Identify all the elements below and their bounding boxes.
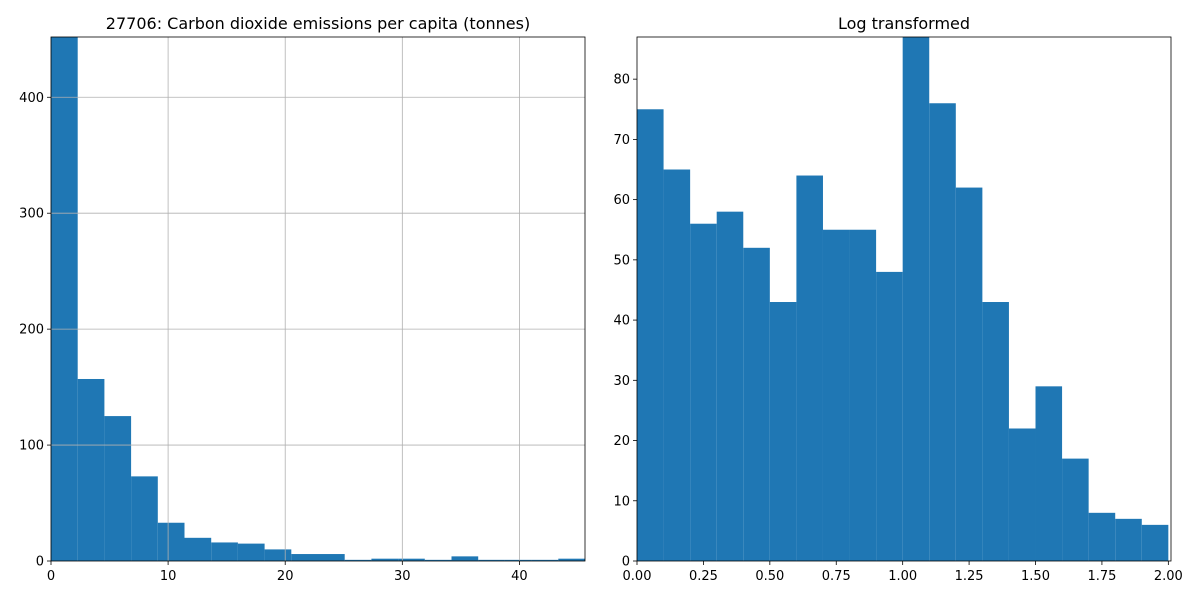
histogram-bar xyxy=(504,559,532,561)
histogram-bar xyxy=(211,542,238,561)
histogram-bar xyxy=(1062,458,1089,561)
x-tick-label: 0 xyxy=(47,569,55,584)
histogram-bar xyxy=(344,559,372,561)
histogram-bar xyxy=(451,556,479,561)
histogram-bar xyxy=(743,247,770,561)
histogram-bar xyxy=(77,378,105,561)
x-tick-label: 0.75 xyxy=(822,569,851,584)
histogram-bar xyxy=(398,558,425,561)
x-tick-label: 1.50 xyxy=(1021,569,1050,584)
histogram-bar xyxy=(264,549,292,561)
histogram-log-transformed: Log transformed 0.00 0.25 0.50 0.75 1.00 1.25… xyxy=(613,14,1182,584)
y-tick-label: 80 xyxy=(613,73,630,88)
y-tick-label: 60 xyxy=(613,193,630,208)
histogram-bar xyxy=(663,169,691,561)
x-tick-label: 0.00 xyxy=(623,569,652,584)
histogram-bar xyxy=(902,37,930,561)
histogram-bar xyxy=(1008,428,1036,561)
chart-title: Log transformed xyxy=(838,14,970,33)
y-tick-label: 30 xyxy=(613,374,630,389)
histogram-bar xyxy=(769,302,797,561)
x-tick-label: 1.25 xyxy=(955,569,984,584)
x-tick-label: 30 xyxy=(394,569,411,584)
histogram-bar xyxy=(291,554,318,561)
histogram-bar xyxy=(849,229,877,561)
histogram-bar xyxy=(982,302,1009,561)
x-tick-label: 20 xyxy=(277,569,294,584)
histogram-bar xyxy=(51,37,78,561)
chart-title: 27706: Carbon dioxide emissions per capi… xyxy=(106,14,530,33)
bars xyxy=(637,37,1169,561)
histogram-bar xyxy=(955,187,983,561)
y-tick-label: 70 xyxy=(613,133,630,148)
y-tick-label: 100 xyxy=(19,439,44,454)
histogram-bar xyxy=(1035,386,1063,561)
y-tick-label: 50 xyxy=(613,253,630,268)
histogram-bar xyxy=(157,522,185,561)
histogram-bar xyxy=(796,175,823,561)
y-tick-label: 40 xyxy=(613,314,630,329)
bars xyxy=(51,37,585,561)
x-tick-label: 0.50 xyxy=(755,569,784,584)
histogram-bar xyxy=(1141,524,1169,561)
histogram-bar xyxy=(637,109,664,561)
y-tick-label: 400 xyxy=(19,91,44,106)
y-tick-label: 10 xyxy=(613,494,630,509)
histogram-bar xyxy=(690,223,717,561)
y-tick-label: 0 xyxy=(622,555,630,570)
histogram-bar xyxy=(104,416,132,561)
histogram-bar xyxy=(318,554,345,561)
histogram-bar xyxy=(876,271,903,561)
histogram-bar xyxy=(184,537,212,561)
plot-frame xyxy=(636,36,1172,562)
y-tick-label: 0 xyxy=(36,555,44,570)
histogram-bar xyxy=(558,558,585,561)
x-tick-label: 1.00 xyxy=(888,569,917,584)
x-tick-label: 10 xyxy=(160,569,177,584)
histogram-bar xyxy=(237,543,265,561)
histogram-bar xyxy=(424,559,452,561)
x-tick-label: 0.25 xyxy=(689,569,718,584)
x-tick-label: 1.75 xyxy=(1087,569,1116,584)
histogram-bar xyxy=(478,559,505,561)
plot-frame xyxy=(50,36,586,562)
gridlines xyxy=(51,37,585,561)
histogram-bar xyxy=(131,476,158,561)
histogram-bar xyxy=(1088,512,1116,561)
x-tick-label: 40 xyxy=(511,569,528,584)
y-tick-label: 200 xyxy=(19,323,44,338)
histogram-co2-raw: 27706: Carbon dioxide emissions per capi… xyxy=(19,14,586,584)
histogram-bar xyxy=(716,211,744,561)
histogram-bar xyxy=(371,558,399,561)
histogram-bar xyxy=(531,559,559,561)
histogram-bar xyxy=(1115,518,1142,561)
x-tick-label: 2.00 xyxy=(1154,569,1183,584)
y-tick-label: 20 xyxy=(613,434,630,449)
histogram-bar xyxy=(822,229,850,561)
histogram-bar xyxy=(929,103,956,561)
y-tick-label: 300 xyxy=(19,207,44,222)
